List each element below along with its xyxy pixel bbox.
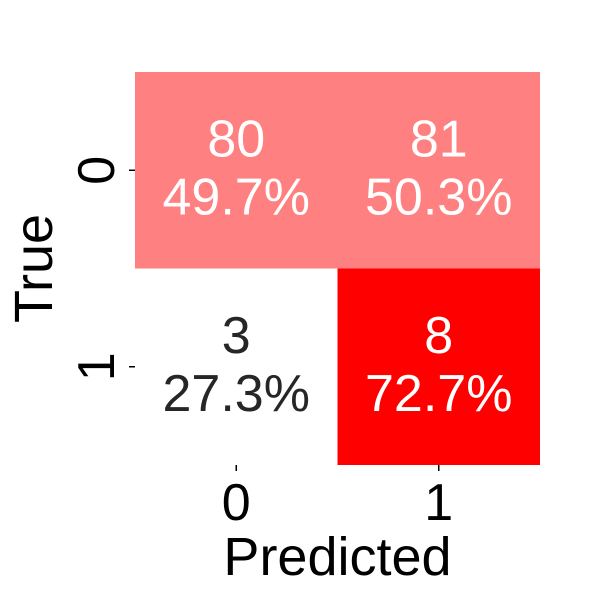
cell-percent-label: 72.7% <box>365 365 512 423</box>
cell-count-label: 81 <box>410 110 468 168</box>
y-tick-label: 0 <box>68 156 126 185</box>
cell-rect <box>337 268 540 465</box>
x-tick-label: 1 <box>424 474 453 532</box>
y-tick-label: 1 <box>68 352 126 381</box>
cell-percent-label: 50.3% <box>365 168 512 226</box>
labels-layer: Predicted True <box>4 214 452 587</box>
cell-rect <box>135 268 338 465</box>
cell-rect <box>135 72 338 269</box>
cell-count-label: 8 <box>424 307 453 365</box>
heatmap-cell: 872.7% <box>337 268 540 465</box>
heatmap-cell: 327.3% <box>135 268 338 465</box>
ticks-layer: 0 1 0 1 <box>68 156 453 532</box>
cell-count-label: 3 <box>222 307 251 365</box>
cell-percent-label: 27.3% <box>163 365 310 423</box>
cell-percent-label: 49.7% <box>163 168 310 226</box>
cell-count-label: 80 <box>207 110 265 168</box>
x-tick-label: 0 <box>222 474 251 532</box>
y-axis-label: True <box>4 214 64 323</box>
x-axis-label: Predicted <box>223 527 451 587</box>
cell-rect <box>337 72 540 269</box>
